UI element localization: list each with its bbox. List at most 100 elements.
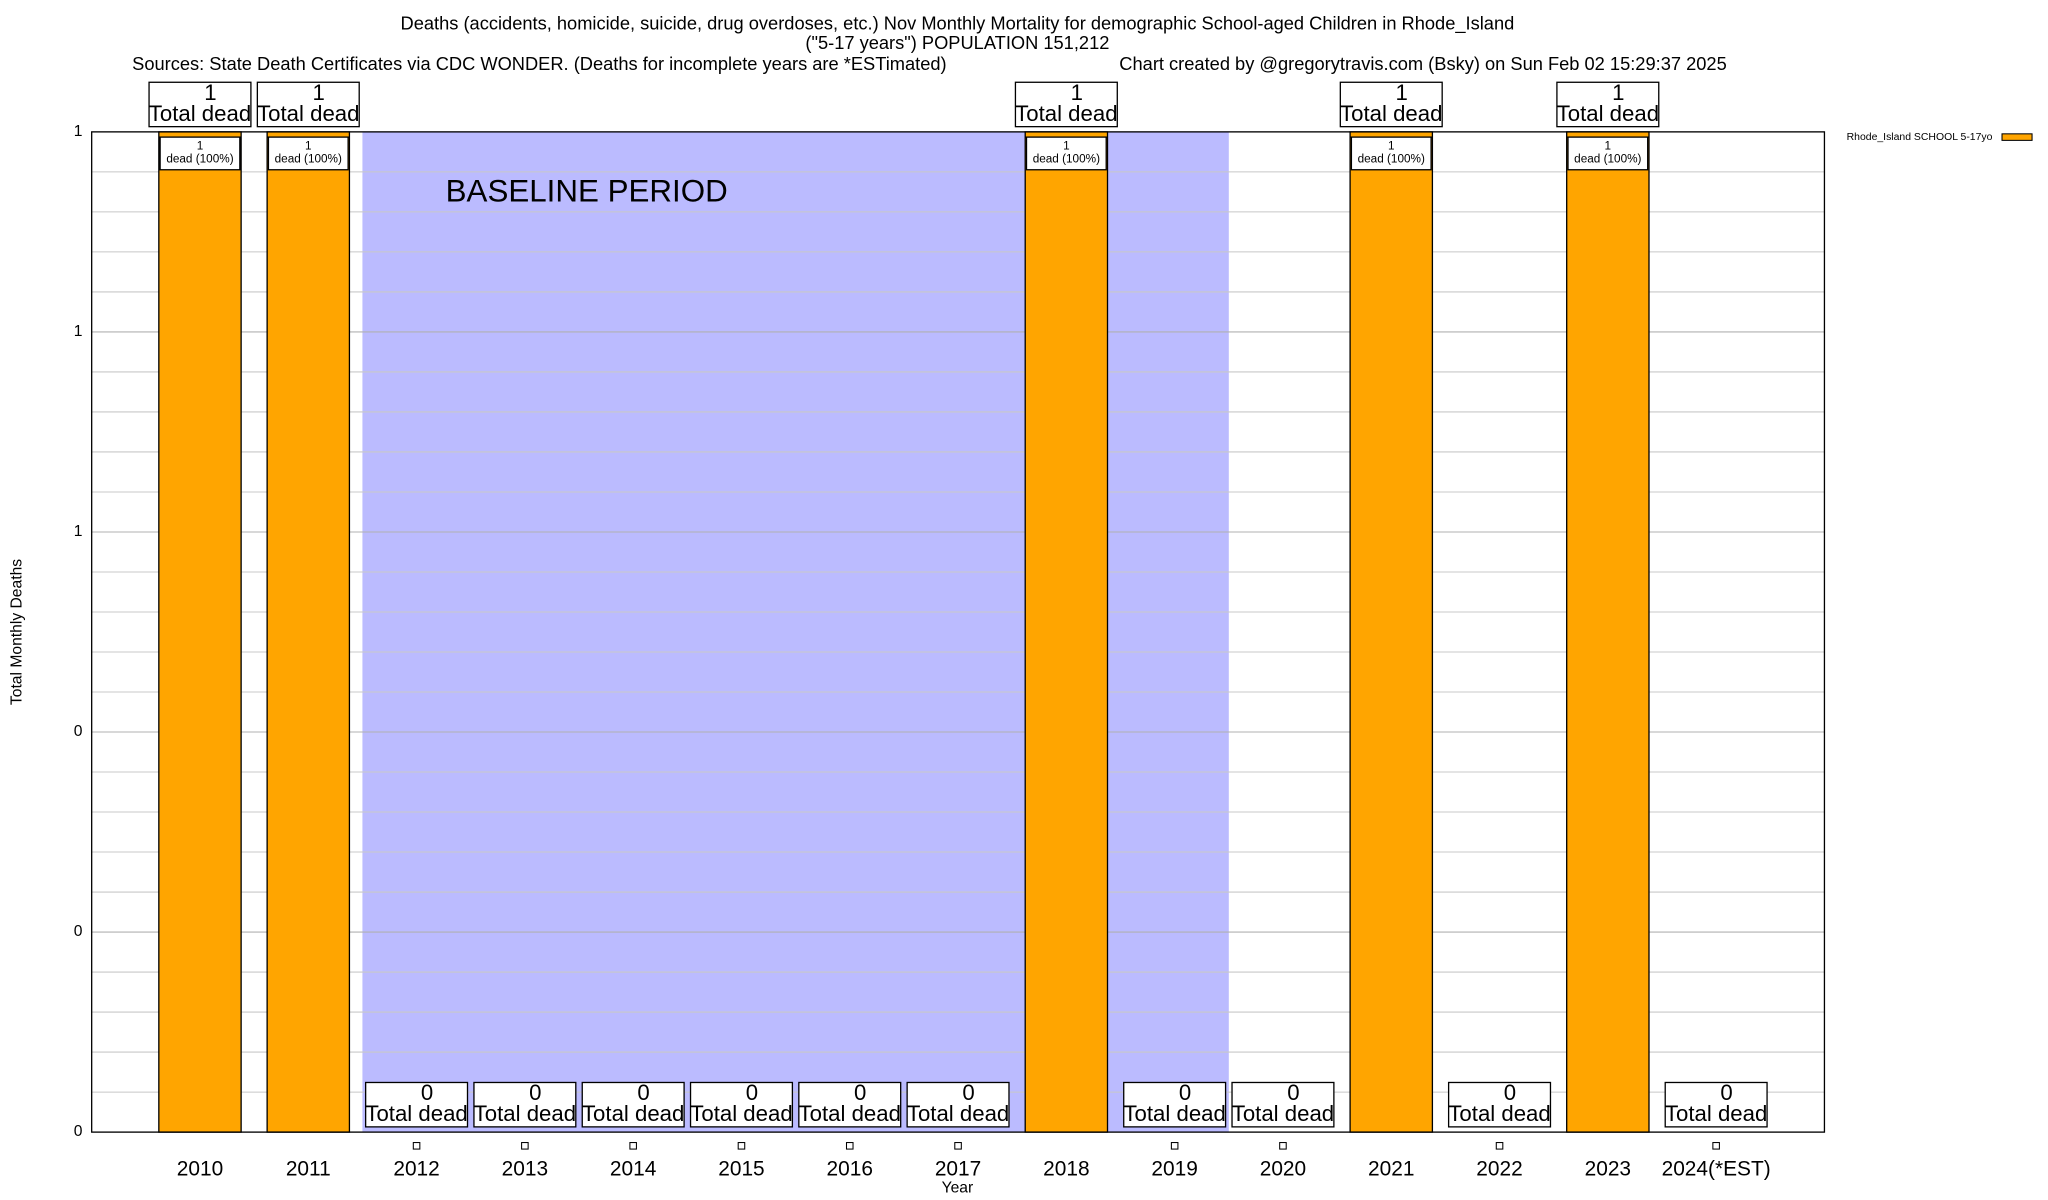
x-tick-label: 2017 [935, 1157, 981, 1180]
x-tick-label: 2015 [718, 1157, 764, 1180]
segment-label: dead (100%) [275, 152, 342, 165]
total-label: Total dead [149, 101, 251, 126]
label-box [689, 1081, 794, 1128]
label-box [581, 1081, 685, 1128]
total-label: Total dead [1557, 101, 1659, 126]
total-value: 0 [746, 1080, 758, 1105]
label-box [473, 1081, 577, 1128]
segment-label: dead (100%) [1574, 152, 1641, 165]
total-value: 0 [421, 1080, 433, 1105]
segment-value: 1 [1063, 139, 1070, 152]
bar [1349, 131, 1434, 1133]
empty-label-box [1712, 1142, 1720, 1150]
label-box [159, 136, 241, 171]
total-label: Total dead [690, 1101, 792, 1126]
x-tick-label: 2023 [1585, 1157, 1631, 1180]
label-box [1556, 81, 1660, 128]
label-box [364, 1081, 469, 1128]
empty-label-box [1495, 1142, 1504, 1150]
credit: Chart created by @gregorytravis.com (Bsk… [1119, 53, 1726, 74]
total-value: 1 [1071, 80, 1083, 105]
label-box [1339, 81, 1443, 128]
x-tick-label: 2016 [827, 1157, 873, 1180]
label-box [1447, 1081, 1552, 1128]
total-value: 0 [1504, 1080, 1516, 1105]
y-tick-label: 0 [74, 1123, 83, 1140]
segment-value: 1 [197, 139, 204, 152]
total-value: 0 [854, 1080, 866, 1105]
total-label: Total dead [799, 1101, 901, 1126]
chart-subtitle: ("5-17 years") POPULATION 151,212 [805, 32, 1109, 53]
total-value: 1 [204, 80, 216, 105]
x-tick-label: 2014 [610, 1157, 656, 1180]
empty-label-box [737, 1142, 746, 1150]
x-tick-label: 2024(*EST) [1662, 1157, 1771, 1180]
total-value: 0 [1179, 1080, 1191, 1105]
label-box [256, 81, 360, 128]
label-box [1567, 136, 1649, 171]
x-tick-label: 2019 [1151, 1157, 1197, 1180]
total-value: 0 [1720, 1080, 1732, 1105]
segment-label: dead (100%) [166, 152, 233, 165]
bar [1024, 131, 1109, 1133]
total-value: 0 [1287, 1080, 1299, 1105]
empty-label-box [629, 1142, 637, 1150]
total-label: Total dead [474, 1101, 576, 1126]
sources: Sources: State Death Certificates via CD… [132, 53, 946, 74]
x-tick-label: 2018 [1043, 1157, 1089, 1180]
y-tick-label: 1 [74, 323, 83, 340]
segment-value: 1 [1605, 139, 1612, 152]
label-box [267, 136, 349, 171]
legend-swatch [2001, 133, 2033, 141]
total-label: Total dead [365, 1101, 467, 1126]
label-box [1025, 136, 1107, 171]
total-label: Total dead [1340, 101, 1442, 126]
segment-value: 1 [1388, 139, 1395, 152]
label-box [1123, 1081, 1227, 1128]
total-value: 0 [962, 1080, 974, 1105]
total-value: 0 [637, 1080, 649, 1105]
total-value: 1 [1612, 80, 1624, 105]
total-label: Total dead [907, 1101, 1009, 1126]
bar [1566, 131, 1650, 1133]
legend-label: Rhode_Island SCHOOL 5-17yo [1847, 132, 1993, 143]
y-axis-label: Total Monthly Deaths [8, 559, 25, 705]
total-label: Total dead [1232, 1101, 1334, 1126]
baseline-label: BASELINE PERIOD [446, 174, 728, 209]
label-box [1231, 1081, 1335, 1128]
empty-label-box [1170, 1142, 1179, 1150]
empty-label-box [412, 1142, 421, 1150]
empty-label-box [845, 1142, 854, 1150]
segment-value: 1 [305, 139, 312, 152]
chart-title: Deaths (accidents, homicide, suicide, dr… [401, 13, 1515, 35]
y-tick-label: 1 [74, 123, 83, 140]
empty-label-box [521, 1142, 529, 1150]
empty-label-box [1279, 1142, 1287, 1150]
bar [158, 131, 242, 1133]
x-axis-label: Year [942, 1179, 974, 1196]
label-box [1014, 81, 1118, 128]
y-tick-label: 0 [74, 723, 83, 740]
total-value: 0 [529, 1080, 541, 1105]
total-label: Total dead [1123, 1101, 1225, 1126]
y-tick-label: 0 [74, 923, 83, 940]
bar [266, 131, 351, 1133]
x-tick-label: 2012 [393, 1157, 439, 1180]
x-tick-label: 2020 [1260, 1157, 1306, 1180]
label-box [1664, 1081, 1768, 1128]
x-tick-label: 2013 [502, 1157, 548, 1180]
total-label: Total dead [1665, 1101, 1767, 1126]
total-label: Total dead [582, 1101, 684, 1126]
plot-border [91, 131, 1826, 1133]
empty-label-box [954, 1142, 962, 1150]
total-value: 1 [1396, 80, 1408, 105]
label-box [906, 1081, 1010, 1128]
label-box [148, 81, 252, 128]
total-value: 1 [313, 80, 325, 105]
segment-label: dead (100%) [1358, 152, 1425, 165]
total-label: Total dead [1015, 101, 1117, 126]
x-tick-label: 2011 [286, 1157, 331, 1180]
x-tick-label: 2022 [1476, 1157, 1522, 1180]
x-tick-label: 2010 [177, 1157, 223, 1180]
